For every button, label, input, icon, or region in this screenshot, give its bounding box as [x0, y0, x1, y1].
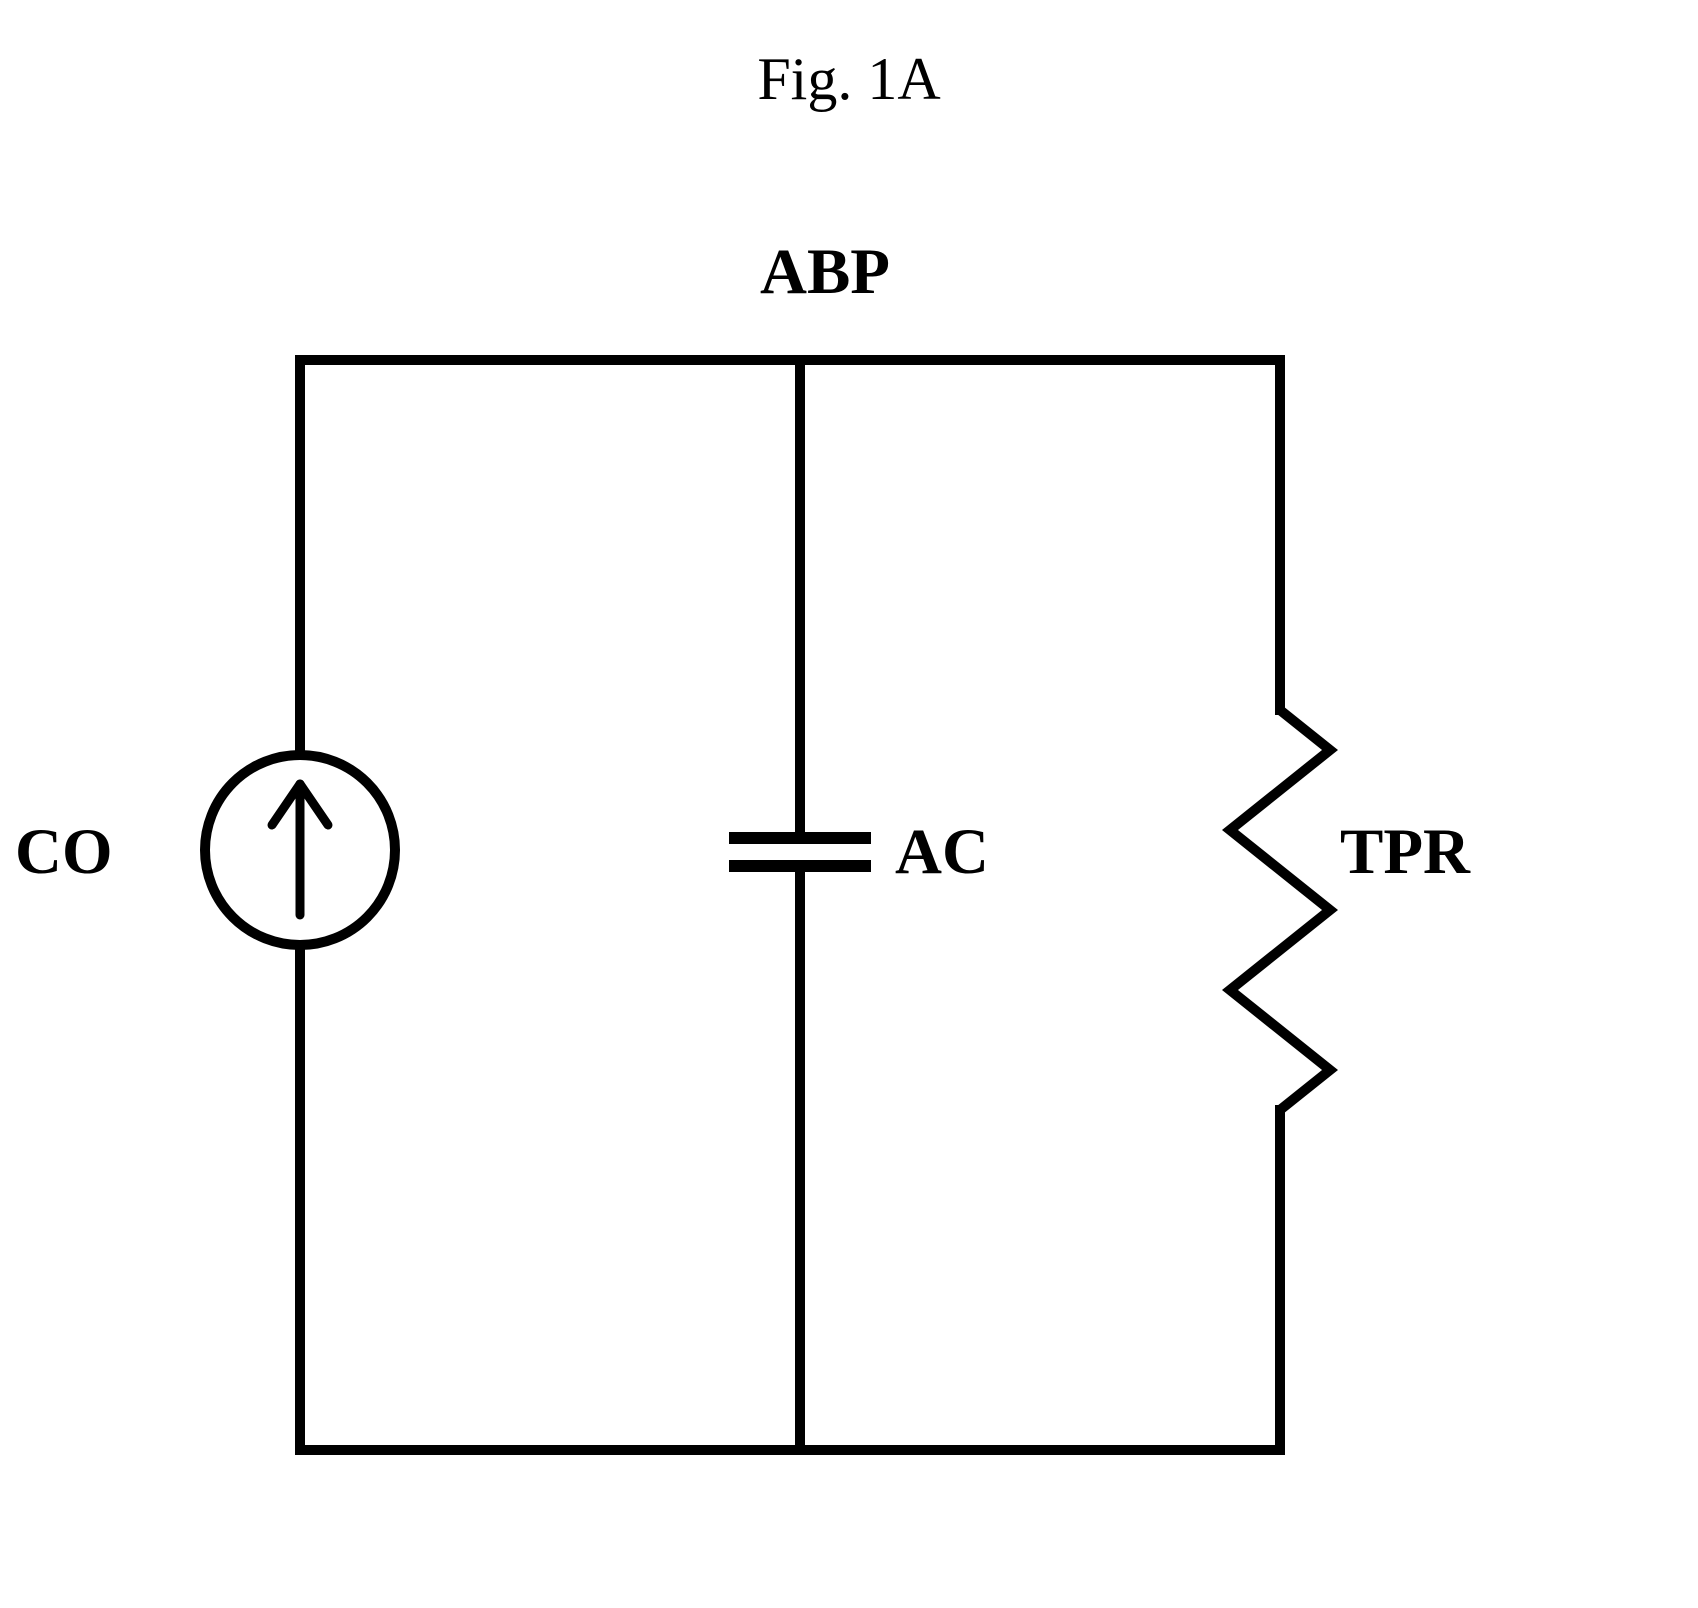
circuit-diagram: ABP CO AC TPR	[200, 250, 1500, 1500]
label-co: CO	[15, 815, 113, 890]
current-source-arrow	[272, 784, 328, 915]
figure-title: Fig. 1A	[757, 45, 940, 114]
circuit-svg	[200, 250, 1500, 1500]
resistor-zigzag	[1230, 710, 1330, 1110]
label-ac: AC	[895, 815, 989, 890]
label-abp: ABP	[760, 235, 890, 310]
label-tpr: TPR	[1340, 815, 1470, 890]
